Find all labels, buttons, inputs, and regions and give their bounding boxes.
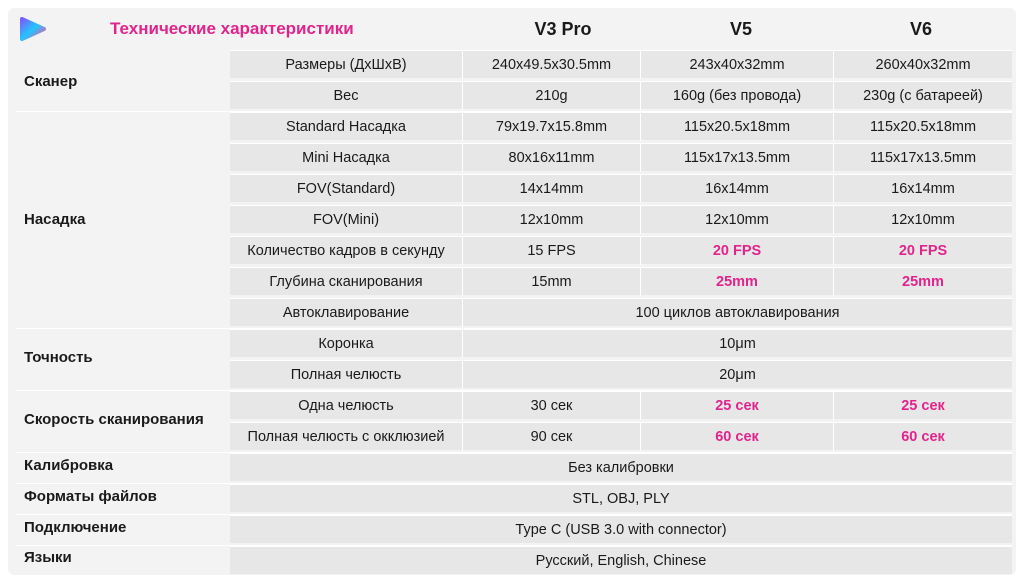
value-all-models: Без калибровки [568,460,674,476]
param-label: Коронка [318,336,374,352]
table-row-crown: Коронка 10μm [230,329,1012,358]
table-row-autoclave: Автоклавирование 100 циклов автоклавиров… [230,298,1012,327]
table-row-full-jaw-occlusion: Полная челюсть с окклюзией 90 сек 60 сек… [230,422,1012,451]
param-label: Полная челюсть [290,367,402,383]
param-label: Одна челюсть [298,398,394,414]
value-v5-highlight: 25 сек [640,392,833,420]
table-row-weight: Вес 210g 160g (без провода) 230g (с бата… [230,81,1012,110]
value-v6: 12x10mm [833,206,1012,234]
table-row-dimensions: Размеры (ДхШхВ) 240x49.5x30.5mm 243x40x3… [230,50,1012,79]
section-divider [16,111,1012,112]
table-row-calibration: Без калибровки [230,453,1012,481]
category-accuracy: Точность [24,348,93,366]
category-scanner: Сканер [24,72,78,90]
param-label: Standard Насадка [286,119,406,135]
value-v3-pro: 80x16x11mm [462,144,640,172]
value-all-models: STL, OBJ, PLY [572,491,670,507]
section-divider [16,483,1012,484]
table-row-connection: Type C (USB 3.0 with connector) [230,515,1012,543]
value-v5-highlight: 60 сек [640,423,833,451]
section-divider [16,514,1012,515]
section-divider [16,390,1012,391]
param-label: Глубина сканирования [269,274,423,290]
category-scan-speed: Скорость сканирования [24,410,204,428]
column-header-v3-pro: V3 Pro [534,19,592,39]
play-logo-icon [20,17,46,41]
value-v5-highlight: 20 FPS [640,237,833,265]
value-v3-pro: 15 FPS [462,237,640,265]
value-v6: 115x20.5x18mm [833,113,1012,141]
value-v3-pro: 90 сек [462,423,640,451]
param-label: Полная челюсть с окклюзией [247,429,445,445]
section-divider [16,452,1012,453]
value-v5: 12x10mm [640,206,833,234]
table-row-fov-standard: FOV(Standard) 14x14mm 16x14mm 16x14mm [230,174,1012,203]
value-v3-pro: 12x10mm [462,206,640,234]
category-connection: Подключение [24,519,127,536]
value-v3-pro: 79x19.7x15.8mm [462,113,640,141]
section-divider [16,328,1012,329]
value-all-models: 10μm [462,330,1012,358]
param-label: FOV(Mini) [312,212,380,228]
value-v5: 16x14mm [640,175,833,203]
value-v3-pro: 14x14mm [462,175,640,203]
value-v3-pro: 210g [462,82,640,110]
value-v6-highlight: 20 FPS [833,237,1012,265]
value-v6: 16x14mm [833,175,1012,203]
param-label: Mini Насадка [302,150,390,166]
category-file-formats: Форматы файлов [24,488,157,505]
table-row-fps: Количество кадров в секунду 15 FPS 20 FP… [230,236,1012,265]
category-languages: Языки [24,548,72,566]
value-v5: 243x40x32mm [640,51,833,79]
param-label: Вес [333,88,359,104]
value-v5: 115x17x13.5mm [640,144,833,172]
value-v3-pro: 240x49.5x30.5mm [462,51,640,79]
value-all-models: 20μm [462,361,1012,389]
table-row-mini-tip: Mini Насадка 80x16x11mm 115x17x13.5mm 11… [230,143,1012,172]
value-v6-highlight: 25mm [833,268,1012,296]
table-row-full-jaw-accuracy: Полная челюсть 20μm [230,360,1012,389]
value-all-models: Русский, English, Chinese [535,553,707,569]
value-v6: 230g (с батареей) [833,82,1012,110]
table-row-fov-mini: FOV(Mini) 12x10mm 12x10mm 12x10mm [230,205,1012,234]
table-row-one-jaw: Одна челюсть 30 сек 25 сек 25 сек [230,391,1012,420]
value-v6: 260x40x32mm [833,51,1012,79]
table-row-languages: Русский, English, Chinese [230,546,1012,574]
table-row-file-formats: STL, OBJ, PLY [230,484,1012,512]
param-label: Размеры (ДхШхВ) [285,57,407,73]
param-label: Количество кадров в секунду [247,243,445,259]
table-row-standard-tip: Standard Насадка 79x19.7x15.8mm 115x20.5… [230,112,1012,141]
column-header-v6: V6 [909,19,933,39]
value-v5: 160g (без провода) [640,82,833,110]
value-v6-highlight: 25 сек [833,392,1012,420]
category-calibration: Калибровка [24,457,114,474]
value-v5: 115x20.5x18mm [640,113,833,141]
column-header-v5: V5 [729,19,753,39]
value-v5-highlight: 25mm [640,268,833,296]
table-row-scan-depth: Глубина сканирования 15mm 25mm 25mm [230,267,1012,296]
param-label: FOV(Standard) [296,181,396,197]
value-v6-highlight: 60 сек [833,423,1012,451]
value-v3-pro: 30 сек [462,392,640,420]
section-divider [16,545,1012,546]
param-label: Автоклавирование [282,305,410,321]
category-tip: Насадка [24,210,86,228]
value-all-models: Type C (USB 3.0 with connector) [515,522,727,538]
value-v3-pro: 15mm [462,268,640,296]
table-title: Технические характеристики [110,19,354,38]
value-v6: 115x17x13.5mm [833,144,1012,172]
value-all-models: 100 циклов автоклавирования [462,299,1012,327]
